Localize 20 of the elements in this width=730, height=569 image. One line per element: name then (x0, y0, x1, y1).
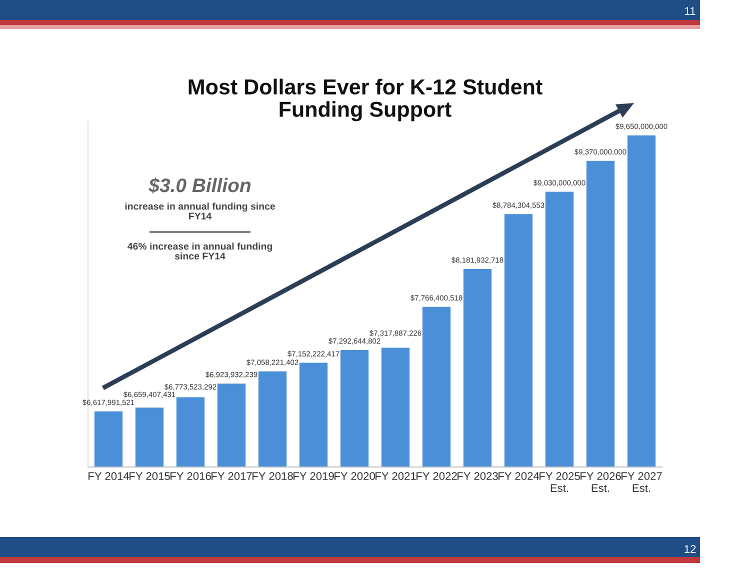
x-tick-label: FY 2023 (458, 472, 498, 480)
annotation: 46% increase in annual funding since FY14 (127, 242, 272, 260)
annotation: increase in annual funding since FY14 (125, 202, 276, 220)
x-tick-label: FY 2016 (170, 472, 211, 480)
x-tick-label: FY 2020 (334, 472, 375, 480)
x-tick-label: FY 2021 (376, 472, 416, 480)
x-tick-label: FY 2015 (130, 472, 170, 480)
chart-title: Most Dollars Ever for K-12 Student Funding Support (188, 78, 542, 122)
x-tick-label: FY 2019 (294, 472, 334, 480)
x-tick-label: FY 2014 (88, 472, 130, 480)
x-tick-label: FY 2027 Est. (622, 472, 662, 492)
x-tick-label: FY 2017 (212, 472, 252, 480)
text: 12 (684, 545, 696, 553)
annotation: $3.0 Billion (148, 178, 251, 194)
x-tick-label: FY 2022 (416, 472, 457, 480)
text: 11 (685, 7, 696, 15)
x-tick-label: FY 2025 Est. (540, 472, 580, 492)
x-tick-label: FY 2026 Est. (580, 472, 621, 492)
x-tick-label: FY 2018 (252, 472, 293, 480)
x-tick-label: FY 2024 (498, 472, 540, 480)
